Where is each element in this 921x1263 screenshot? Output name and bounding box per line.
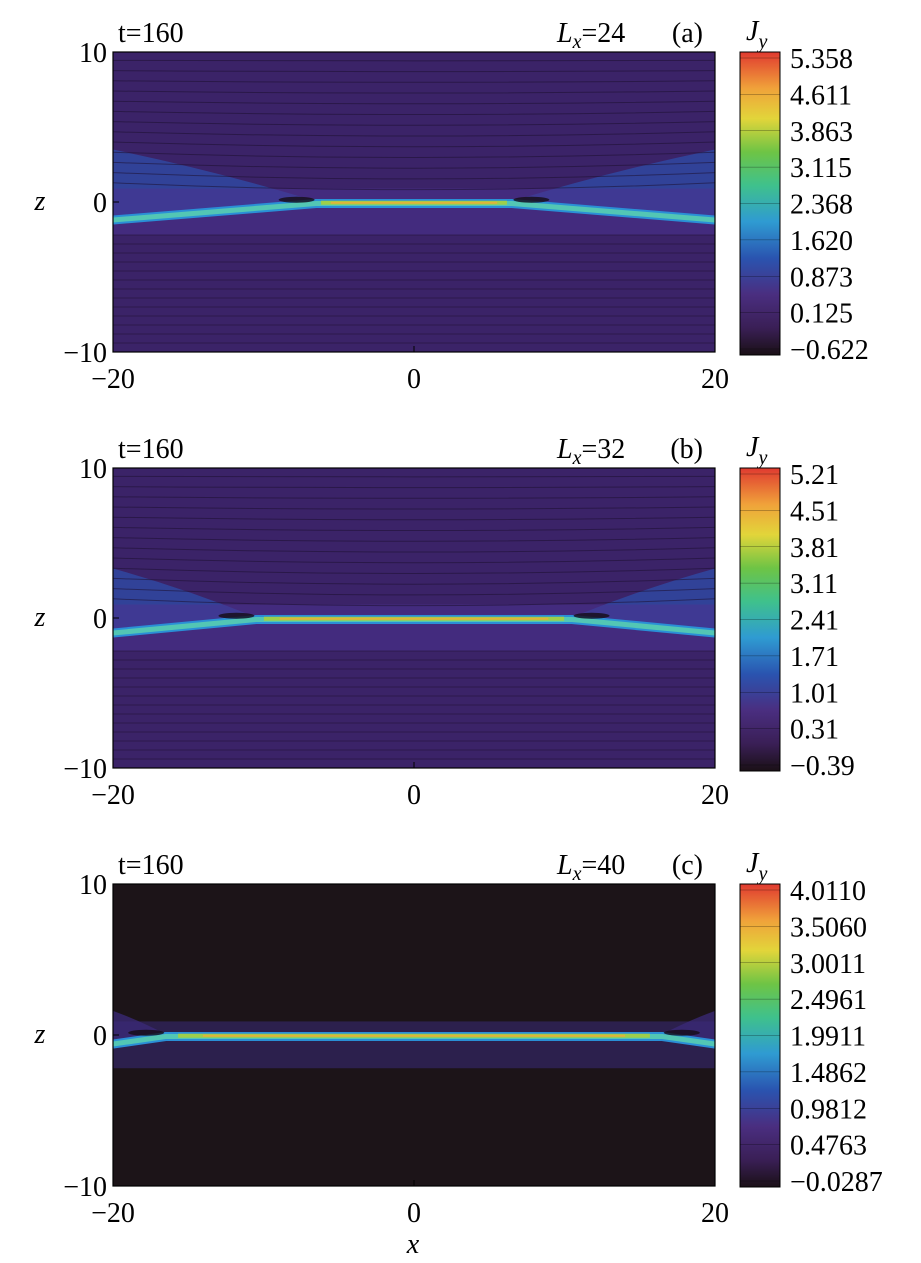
field-line <box>113 547 715 553</box>
panel-label: (a) <box>672 18 703 49</box>
field-line <box>113 516 715 521</box>
colorbar-tick-label: −0.622 <box>790 335 869 366</box>
field-line <box>113 506 715 510</box>
field-line <box>113 567 715 574</box>
z-tick-label: 10 <box>79 38 107 69</box>
z-axis-label: z <box>34 186 46 217</box>
colorbar-tick-label: 2.41 <box>790 606 839 637</box>
x-tick-label: 20 <box>701 364 729 395</box>
z-tick-label: 0 <box>93 1021 107 1052</box>
field-line <box>113 141 715 148</box>
x-axis-label: x <box>406 1229 420 1260</box>
colorbar-tick-label: 3.115 <box>790 153 852 184</box>
field-line <box>113 131 715 137</box>
negative-pocket <box>513 196 550 203</box>
colorbar-tick-label: 4.611 <box>790 80 852 111</box>
negative-pocket <box>218 612 255 619</box>
param-label: Lx=32 <box>556 434 625 469</box>
colorbar-tick-label: 0.31 <box>790 715 839 746</box>
field-line <box>113 486 715 489</box>
field-line <box>113 537 715 542</box>
colorbar-tick-label: 3.5060 <box>790 912 867 943</box>
colorbar-tick-label: 0.4763 <box>790 1131 867 1162</box>
panel-label: (c) <box>672 850 703 881</box>
negative-pocket <box>663 1029 700 1036</box>
z-tick-label: 10 <box>79 454 107 485</box>
field-line <box>113 151 715 158</box>
colorbar-tick-label: 1.01 <box>790 678 839 709</box>
x-tick-label: −20 <box>91 780 135 811</box>
field-line <box>113 526 715 532</box>
z-tick-label: −10 <box>63 338 107 369</box>
colorbar-tick-label: 0.125 <box>790 299 853 330</box>
z-axis-label: z <box>34 602 46 633</box>
x-tick-label: 20 <box>701 780 729 811</box>
x-tick-label: 0 <box>407 1198 421 1229</box>
z-tick-label: −10 <box>63 1172 107 1203</box>
colorbar-tick-label: 0.9812 <box>790 1094 867 1125</box>
field-line <box>113 100 715 105</box>
x-tick-label: 20 <box>701 1198 729 1229</box>
field-line <box>113 557 715 564</box>
z-tick-label: −10 <box>63 754 107 785</box>
param-label: Lx=40 <box>556 850 625 885</box>
time-label: t=160 <box>118 18 184 49</box>
colorbar-tick-label: 5.358 <box>790 44 853 75</box>
colorbar-tick-label: 3.81 <box>790 533 839 564</box>
colorbar-tick-label: 4.51 <box>790 496 839 527</box>
colorbar-tick-label: 3.11 <box>790 569 838 600</box>
colorbar-tick-label: −0.39 <box>790 751 855 782</box>
field-line <box>113 577 715 585</box>
negative-pocket <box>128 1029 165 1036</box>
colorbar-tick-label: 1.9911 <box>790 1022 866 1053</box>
x-tick-label: −20 <box>91 1198 135 1229</box>
z-tick-label: 0 <box>93 188 107 219</box>
sheet-halo <box>113 1021 715 1069</box>
field-line <box>113 496 715 499</box>
field-line <box>113 588 715 596</box>
time-label: t=160 <box>118 850 184 881</box>
x-tick-label: 0 <box>407 780 421 811</box>
colorbar-tick-label: 1.71 <box>790 642 839 673</box>
param-label: Lx=24 <box>556 18 625 53</box>
panel-b: −20 0 20 10 0 −10 z t=160 Lx=32 (b) Jy 5.21 4.51 3.81… <box>34 432 855 811</box>
negative-pocket <box>278 196 315 203</box>
colorbar-tick-label: 2.368 <box>790 190 853 221</box>
time-label: t=160 <box>118 434 184 465</box>
field-line <box>113 80 715 83</box>
colorbar-tick-label: 4.0110 <box>790 876 866 907</box>
colorbar-label: Jy <box>746 432 767 469</box>
colorbar-tick-label: 0.873 <box>790 262 853 293</box>
heatmap-field <box>113 468 715 768</box>
colorbar-tick-label: 3.863 <box>790 117 853 148</box>
x-tick-label: −20 <box>91 364 135 395</box>
field-line <box>113 182 715 191</box>
field-line <box>113 70 715 73</box>
field-line <box>113 598 715 607</box>
colorbar-tick-label: 2.4961 <box>790 985 867 1016</box>
panel-a: −20 0 20 10 0 −10 z t=160 Lx=24 (a) Jy 5.358 4.611 3.… <box>34 16 869 395</box>
colorbar-tick-label: −0.0287 <box>790 1167 883 1198</box>
field-line <box>113 172 715 180</box>
z-axis-label: z <box>34 1019 46 1050</box>
colorbar-label: Jy <box>746 16 767 53</box>
colorbar-tick-label: 1.4862 <box>790 1058 867 1089</box>
field-line <box>113 121 715 126</box>
panel-label: (b) <box>670 434 703 465</box>
colorbar-tick-label: 3.0011 <box>790 949 866 980</box>
z-tick-label: 0 <box>93 604 107 635</box>
field-line <box>113 110 715 116</box>
z-tick-label: 10 <box>79 870 107 901</box>
x-tick-label: 0 <box>407 364 421 395</box>
field-line <box>113 161 715 169</box>
panel-c: −20 0 20 10 0 −10 z t=160 Lx=40 (c) Jy 4.0110 3.5060… <box>34 848 883 1229</box>
heatmap-field <box>113 884 715 1186</box>
negative-pocket <box>573 612 610 619</box>
colorbar-tick-label: 5.21 <box>790 460 839 491</box>
colorbar-label: Jy <box>746 848 767 885</box>
heatmap-field <box>113 52 715 352</box>
field-line <box>113 90 715 94</box>
colorbar-tick-label: 1.620 <box>790 226 853 257</box>
